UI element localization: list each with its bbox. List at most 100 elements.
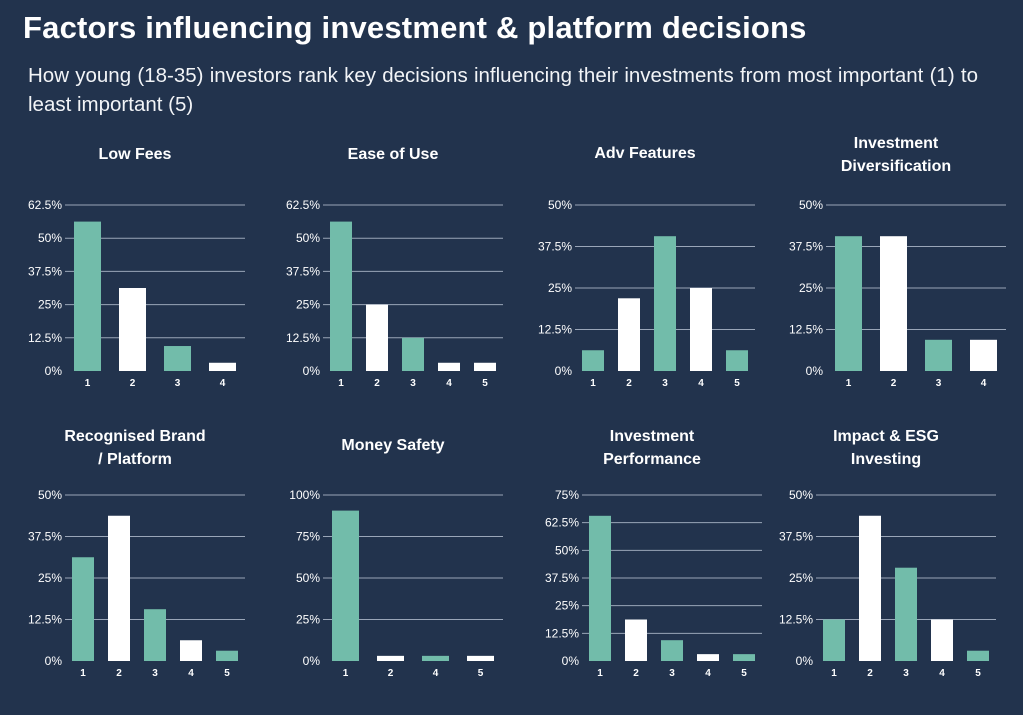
y-tick-label: 25% [799, 281, 823, 295]
chart-title: Investment Diversification [771, 132, 1021, 178]
x-tick-label: 3 [662, 378, 668, 389]
chart-impact-esg: Impact & ESG Investing 0% 12.5% 25% 37.5% 50… [761, 425, 1011, 715]
x-tick-label: 5 [734, 378, 740, 389]
y-tick-label: 37.5% [538, 240, 572, 254]
chart-money-safety: Money Safety 0% 25% 50% 75% 100% 1 2 4 5 [268, 425, 518, 715]
chart-title-line: Investing [850, 451, 922, 468]
chart-investment-performance: Investment Performance 0% 12.5% 25% 37.5% 50… [527, 425, 777, 715]
bar [164, 346, 191, 371]
chart-title: Investment Performance [527, 425, 777, 471]
bar-chart: 0% 12.5% 25% 37.5% 50% 62.5% 75% 1 2 3 4 5 [545, 488, 762, 679]
x-tick-label: 4 [433, 668, 439, 679]
x-tick-label: 2 [891, 378, 897, 389]
y-tick-label: 0% [303, 654, 321, 668]
y-tick-label: 50% [38, 231, 62, 245]
bar [438, 362, 460, 371]
chart-title: Impact & ESG Investing [761, 425, 1011, 471]
x-tick-label: 2 [374, 378, 380, 389]
y-tick-label: 12.5% [286, 331, 320, 345]
chart-title-line: Investment [853, 135, 939, 152]
bar [144, 609, 166, 661]
y-tick-label: 50% [296, 231, 320, 245]
bar [970, 339, 997, 371]
bar [108, 515, 130, 661]
y-tick-label: 12.5% [538, 323, 572, 337]
bar [422, 655, 449, 661]
y-tick-label: 50% [38, 488, 62, 502]
bar [661, 640, 683, 661]
bar [377, 655, 404, 661]
bar [690, 288, 712, 371]
y-tick-label: 12.5% [779, 613, 813, 627]
y-tick-label: 62.5% [28, 198, 62, 212]
x-tick-label: 1 [85, 378, 91, 389]
chart-title-line: Adv Features [594, 145, 696, 162]
y-tick-label: 12.5% [789, 323, 823, 337]
bar [733, 654, 755, 661]
x-tick-label: 1 [590, 378, 596, 389]
chart-title: Low Fees [10, 143, 260, 166]
bar [823, 619, 845, 661]
x-tick-label: 5 [482, 378, 488, 389]
chart-title: Adv Features [520, 142, 770, 165]
x-tick-label: 2 [633, 668, 639, 679]
chart-title-line: Investment [609, 428, 695, 445]
chart-title-line: Diversification [840, 158, 952, 175]
x-tick-label: 4 [698, 378, 704, 389]
y-tick-label: 50% [555, 543, 579, 557]
bar [72, 557, 94, 661]
y-tick-label: 25% [296, 613, 320, 627]
bar-chart: 0% 12.5% 25% 37.5% 50% 1 2 3 4 [789, 198, 1006, 389]
chart-title: Recognised Brand / Platform [10, 425, 260, 471]
bar [330, 221, 352, 371]
x-tick-label: 4 [705, 668, 711, 679]
bar [618, 298, 640, 371]
x-tick-label: 3 [669, 668, 675, 679]
y-tick-label: 37.5% [545, 571, 579, 585]
y-tick-label: 0% [796, 654, 814, 668]
x-tick-label: 1 [846, 378, 852, 389]
bar [654, 236, 676, 371]
x-tick-label: 1 [80, 668, 86, 679]
y-tick-label: 12.5% [28, 613, 62, 627]
x-tick-label: 5 [224, 668, 230, 679]
y-tick-label: 37.5% [28, 264, 62, 278]
y-tick-label: 25% [789, 571, 813, 585]
bar-chart: 0% 12.5% 25% 37.5% 50% 62.5% 1 2 3 4 [28, 198, 245, 389]
x-tick-label: 4 [188, 668, 194, 679]
chart-title-line: Impact & ESG [833, 428, 939, 445]
y-tick-label: 0% [45, 364, 63, 378]
y-tick-label: 25% [548, 281, 572, 295]
x-tick-label: 4 [220, 378, 226, 389]
y-tick-label: 62.5% [286, 198, 320, 212]
x-tick-label: 3 [410, 378, 416, 389]
y-tick-label: 25% [296, 298, 320, 312]
y-tick-label: 12.5% [545, 626, 579, 640]
chart-title-line: Money Safety [341, 437, 445, 454]
x-tick-label: 1 [338, 378, 344, 389]
bar [582, 350, 604, 371]
y-tick-label: 37.5% [779, 530, 813, 544]
page-subtitle: How young (18-35) investors rank key dec… [28, 64, 978, 116]
x-tick-label: 1 [597, 668, 603, 679]
bar [625, 619, 647, 661]
bar [859, 515, 881, 661]
y-tick-label: 0% [555, 364, 573, 378]
y-tick-label: 0% [806, 364, 824, 378]
y-tick-label: 0% [562, 654, 580, 668]
x-tick-label: 2 [116, 668, 122, 679]
y-tick-label: 37.5% [789, 240, 823, 254]
y-tick-label: 50% [548, 198, 572, 212]
x-tick-label: 3 [175, 378, 181, 389]
x-tick-label: 4 [981, 378, 987, 389]
chart-adv-features: Adv Features 0% 12.5% 25% 37.5% 50% 1 2 3 4 5 [520, 135, 770, 425]
bar [474, 362, 496, 371]
bar-chart: 0% 12.5% 25% 37.5% 50% 1 2 3 4 5 [28, 488, 245, 679]
y-tick-label: 37.5% [286, 264, 320, 278]
x-tick-label: 3 [936, 378, 942, 389]
x-tick-label: 2 [626, 378, 632, 389]
chart-title: Money Safety [268, 434, 518, 457]
bar [895, 567, 917, 661]
y-tick-label: 50% [296, 571, 320, 585]
y-tick-label: 37.5% [28, 530, 62, 544]
